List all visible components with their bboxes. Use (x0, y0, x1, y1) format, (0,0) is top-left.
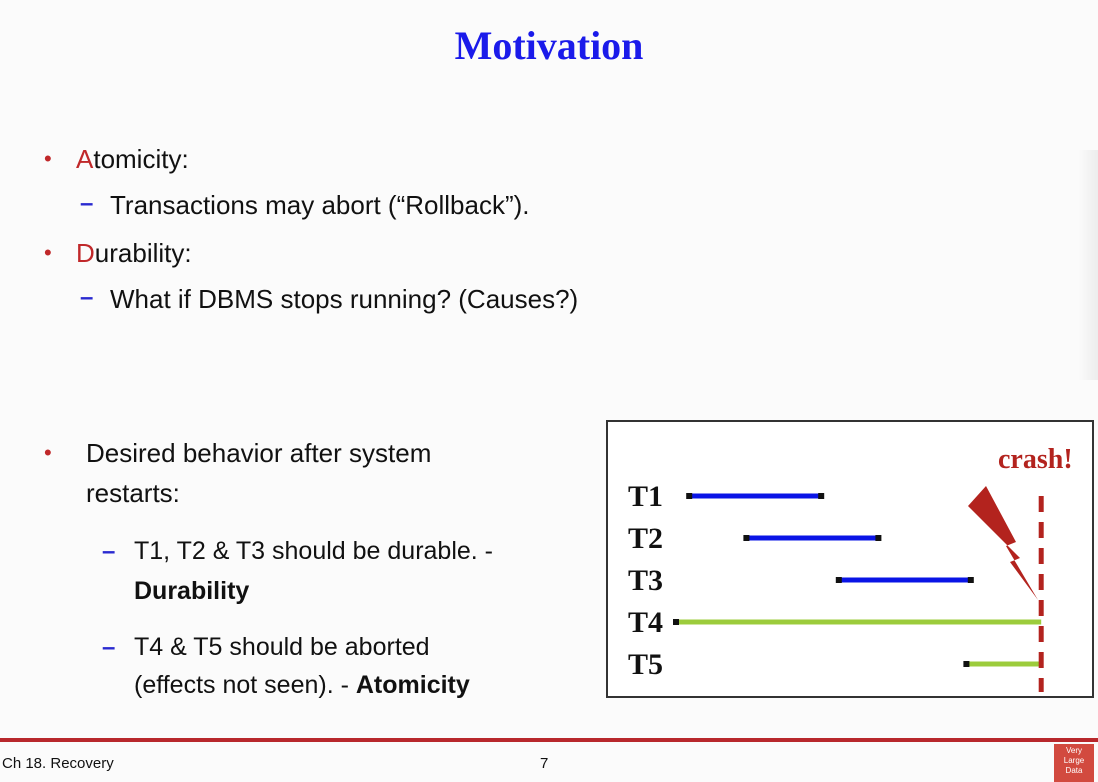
transaction-start-marker (963, 661, 970, 667)
transaction-start-marker (686, 493, 693, 499)
transaction-label: T1 (628, 480, 663, 513)
crash-label: crash! (998, 444, 1073, 475)
sub-bullet-rollback: Transactions may abort (“Rollback”). (110, 190, 530, 220)
lightning-bolt-icon (968, 486, 1038, 600)
desired-sub2-bold: Atomicity (355, 671, 470, 699)
logo-line: Large (1063, 756, 1085, 765)
transaction-start-marker (743, 535, 750, 541)
desired-sub2-line1: T4 & T5 should be aborted (134, 633, 430, 661)
bullet-atomicity-rest: tomicity: (93, 144, 189, 174)
transaction-label: T2 (628, 522, 663, 555)
logo-line: Very (1065, 746, 1082, 755)
bullet-durability-initial: D (76, 238, 95, 268)
bullet-atomicity-initial: A (76, 144, 94, 174)
bullet-dot: • (44, 240, 52, 265)
bullet-atomicity: Atomicity: (76, 142, 189, 176)
timeline-svg: T1 T2 T3 T4 T5 crash! (628, 444, 1073, 692)
footer-rule (0, 738, 1098, 742)
vld-logo: Very Large Data (1054, 744, 1094, 782)
footer-chapter: Ch 18. Recovery (2, 755, 114, 772)
sub-bullet-dash: – (102, 538, 116, 565)
transaction-start-marker (835, 577, 842, 583)
sub-bullet-dash: – (80, 190, 94, 217)
transaction-label: T3 (628, 564, 663, 597)
slide-title: Motivation (454, 23, 644, 68)
desired-line-2: restarts: (86, 478, 180, 508)
timeline-diagram: T1 T2 T3 T4 T5 crash! (606, 420, 1094, 698)
desired-sub2-line2-text: (effects not seen). - (134, 671, 356, 699)
transaction-end-marker (875, 535, 882, 541)
transaction-label: T5 (628, 648, 663, 681)
bullet-durability-rest: urability: (94, 238, 192, 268)
edge-shadow (1078, 150, 1098, 380)
transaction-end-marker (818, 493, 825, 499)
transaction-start-marker (673, 619, 679, 625)
desired-sub1-line1: T1, T2 & T3 should be durable. - (134, 537, 494, 565)
logo-line: Data (1065, 766, 1083, 775)
transaction-label: T4 (628, 606, 663, 639)
transaction-end-marker (967, 577, 974, 583)
desired-sub1-bold: Durability (134, 577, 250, 605)
desired-line-1: Desired behavior after system (86, 438, 432, 468)
sub-bullet-dbms: What if DBMS stops running? (Causes?) (110, 284, 579, 314)
bullet-durability: Durability: (76, 236, 192, 270)
sub-bullet-dash: – (102, 634, 116, 661)
footer-page-number: 7 (540, 755, 549, 772)
bullet-dot: • (44, 146, 52, 171)
bullet-dot: • (44, 440, 52, 465)
sub-bullet-dash: – (80, 284, 94, 311)
desired-sub2-line2: (effects not seen). - Atomicity (134, 668, 470, 702)
